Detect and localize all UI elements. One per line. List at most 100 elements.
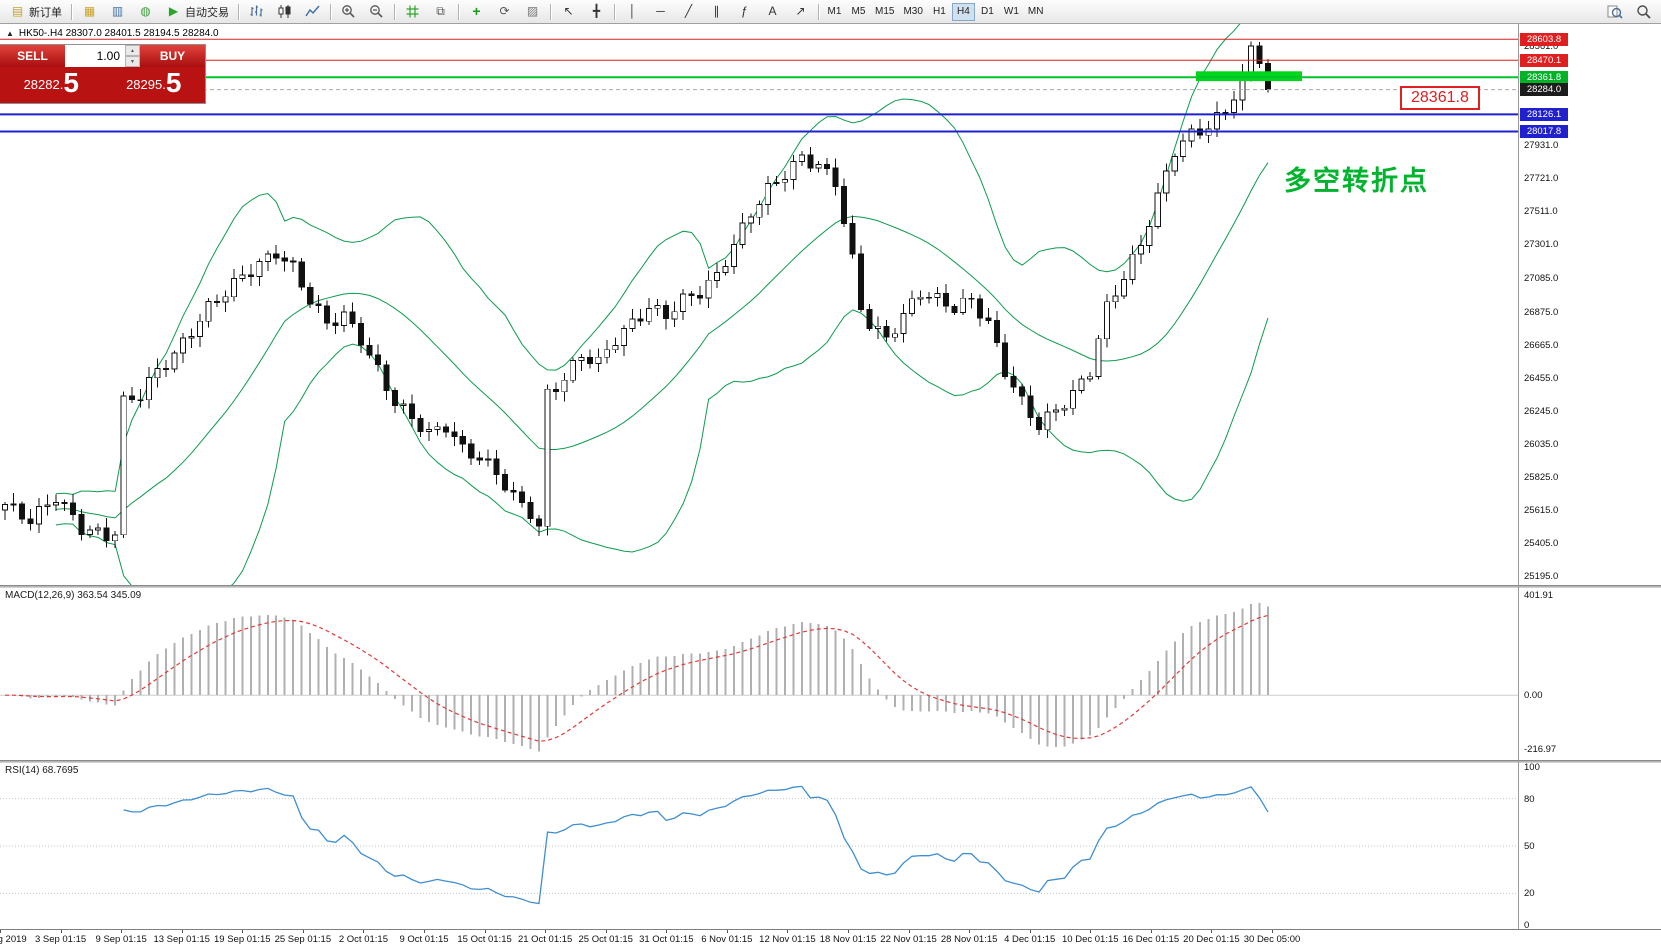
zoom-out-button[interactable] [363,2,390,22]
time-axis-label: 22 Nov 01:15 [880,934,937,945]
bar-chart-button[interactable] [243,2,270,22]
rsi-axis-label: 20 [1524,888,1535,900]
tile-windows-button[interactable]: ⧉ [427,2,454,22]
time-axis-label: 20 Dec 01:15 [1183,934,1240,945]
timeframe-h4[interactable]: H4 [951,2,975,21]
fibonacci-button[interactable]: ƒ [731,2,758,22]
timeframe-m5[interactable]: M5 [851,6,866,17]
time-axis-label: 30 Dec 05:00 [1243,934,1301,945]
templates-button[interactable]: ▨ [519,2,546,22]
time-axis-label: 28 Aug 2019 [0,934,27,945]
time-axis-tick [121,930,123,933]
price-axis-label: 26875.0 [1524,306,1559,318]
timeframe-mn[interactable]: MN [1027,6,1044,17]
zoom-in-button[interactable] [335,2,362,22]
time-axis-label: 12 Nov 01:15 [759,934,816,945]
macd-signal-line [5,614,1269,742]
indicators-button[interactable]: + [463,2,490,22]
highlight-rectangle[interactable] [1196,71,1302,82]
trendline-button[interactable]: ╱ [675,2,702,22]
macd-indicator-canvas[interactable] [0,588,1518,760]
chart-info-line: ▲ HK50-.H4 28307.0 28401.5 28194.5 28284… [6,28,219,39]
toolbar-separator [614,3,615,20]
time-axis-tick [181,930,183,933]
search-icon [1635,4,1652,21]
price-axis-tag: 28361.8 [1520,70,1568,84]
price-axis-border [1518,24,1519,929]
panel-splitter[interactable] [0,585,1661,588]
symbol-search-icon [1606,4,1623,21]
vertical-line-button[interactable]: │ [619,2,646,22]
candlestick-chart-button[interactable] [271,2,298,22]
price-axis-label: 25405.0 [1524,538,1559,550]
horizontal-level-lines[interactable] [0,38,1518,133]
volume-input[interactable] [65,45,123,67]
data-window-icon: ▥ [111,4,124,18]
time-axis-tick [0,930,1,933]
symbol-search-button[interactable] [1601,2,1628,22]
time-axis-tick [1272,930,1273,933]
search-button[interactable] [1630,2,1657,22]
volume-field: ▲ ▼ [65,45,140,67]
time-axis-label: 9 Oct 01:15 [399,934,449,945]
line-chart-button[interactable] [299,2,326,22]
autotrading-button[interactable]: ▶ 自动交易 [160,2,234,22]
timeframe-m30[interactable]: M30 [903,6,923,17]
timeframe-m1[interactable]: M1 [827,6,842,17]
period-cycle-button[interactable]: ⟳ [491,2,518,22]
time-axis-tick [605,930,607,933]
strategy-tester-button[interactable]: ◍ [132,2,159,22]
bollinger-bands [55,24,1269,585]
new-order-button[interactable]: ▤ 新订单 [4,2,67,22]
line-chart-icon [304,3,321,20]
text-label-button[interactable]: A [759,2,786,22]
time-axis-tick [1029,930,1031,933]
time-axis-label: 10 Dec 01:15 [1062,934,1119,945]
grid-button[interactable] [399,2,426,22]
timeframe-w1[interactable]: W1 [1003,6,1019,17]
macd-axis-label: 401.91 [1524,590,1554,601]
time-axis-tick [424,930,425,933]
data-window-button[interactable]: ▥ [104,2,131,22]
fibonacci-icon: ƒ [741,4,748,18]
horizontal-line-button[interactable]: ─ [647,2,674,22]
buy-button[interactable]: BUY [140,45,205,67]
panel-splitter[interactable] [0,760,1661,763]
time-axis-label: 18 Nov 01:15 [819,934,877,945]
macd-label: MACD(12,26,9) 363.54 345.09 [5,590,142,601]
time-axis-label: 6 Nov 01:15 [701,934,753,945]
price-chart-canvas[interactable] [0,24,1518,585]
price-axis-tag: 28126.1 [1520,107,1568,121]
price-annotation-label[interactable]: 28361.8 [1400,86,1480,110]
rsi-line [123,785,1269,905]
buy-price[interactable]: 28295. 5 [103,67,206,103]
toolbar-separator [238,3,239,20]
time-axis: 28 Aug 2019 3 Sep 01:15 9 Sep 01:15 13 Sep … [0,929,1661,948]
candlestick-chart-icon [276,3,293,20]
arrows-icon: ↗ [795,4,806,18]
cursor-button[interactable]: ↖ [555,2,582,22]
time-axis-tick [1211,930,1213,933]
timeframe-m15[interactable]: M15 [875,6,895,17]
sell-button[interactable]: SELL [0,45,65,67]
volume-down-button[interactable]: ▼ [125,56,140,67]
market-watch-button[interactable]: ▦ [76,2,103,22]
equidistant-channel-button[interactable]: ∥ [703,2,730,22]
macd-histogram [12,603,1269,752]
crosshair-button[interactable]: ╋ [583,2,610,22]
timeframe-h1[interactable]: H1 [933,6,946,17]
pivot-point-text[interactable]: 多空转折点 [1284,166,1429,196]
indicators-icon: + [472,3,481,19]
time-axis-label: 3 Sep 01:15 [34,934,87,945]
toolbar-separator [550,3,551,20]
rsi-indicator-canvas[interactable] [0,763,1518,929]
price-axis-label: 27085.0 [1524,273,1559,285]
arrows-button[interactable]: ↗ [787,2,814,22]
one-click-trading-widget: SELL ▲ ▼ BUY 28282. 5 28295. 5 [0,45,205,103]
timeframe-d1[interactable]: D1 [981,6,994,17]
toolbar-separator [458,3,459,20]
sell-price-big-digit: 5 [63,67,79,98]
volume-up-button[interactable]: ▲ [125,45,140,56]
sell-price[interactable]: 28282. 5 [0,67,103,103]
toolbar: ▤ 新订单 ▦ ▥ ◍ ▶ 自动交易 ⧉ + ⟳ ▨ ↖ ╋ │ ─ ╱ ∥ ƒ A ↗ M1 M5 M15 M30 H1 H4 D… [0,0,1661,24]
